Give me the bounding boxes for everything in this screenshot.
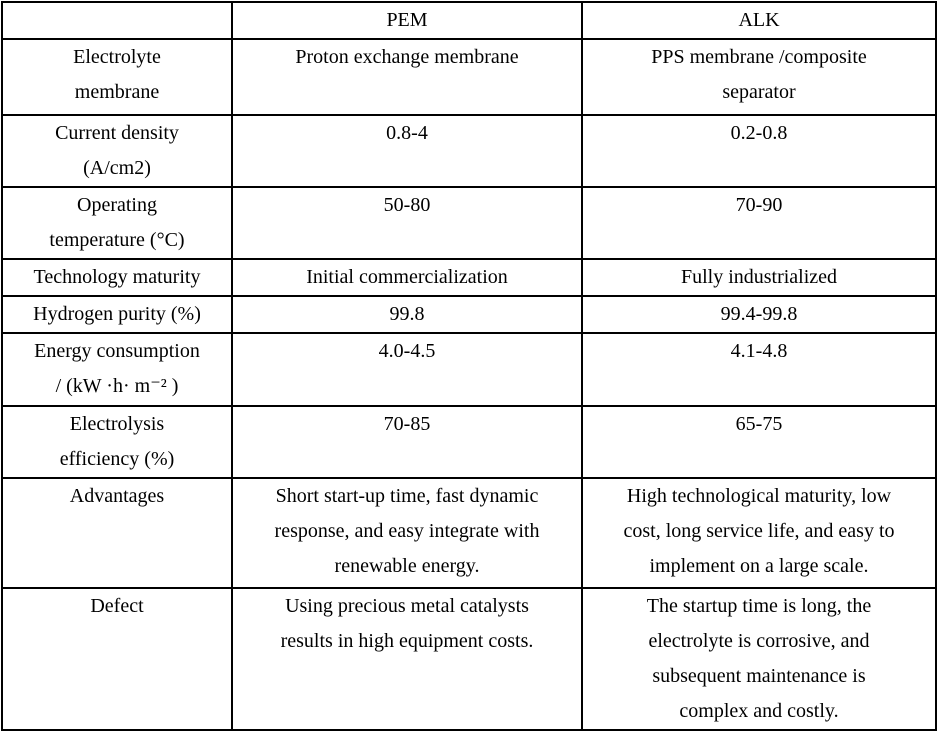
- cell-defect-alk: The startup time is long, the electrolyt…: [581, 587, 937, 731]
- row-label-electrolyte-membrane: Electrolyte membrane: [1, 38, 233, 116]
- column-header-alk: ALK: [581, 1, 937, 40]
- cell-maturity-pem: Initial commercialization: [231, 258, 583, 297]
- cell-purity-pem: 99.8: [231, 295, 583, 334]
- cell-defect-pem: Using precious metal catalysts results i…: [231, 587, 583, 731]
- corner-cell: [1, 1, 233, 40]
- table-row-advantages: Advantages Short start-up time, fast dyn…: [1, 477, 937, 589]
- cell-current-density-pem: 0.8-4: [231, 114, 583, 188]
- cell-efficiency-alk: 65-75: [581, 405, 937, 479]
- table-row-operating-temperature: Operating temperature (°C) 50-80 70-90: [1, 186, 937, 260]
- cell-purity-alk: 99.4-99.8: [581, 295, 937, 334]
- table-row-electrolyte-membrane: Electrolyte membrane Proton exchange mem…: [1, 38, 937, 116]
- column-header-pem: PEM: [231, 1, 583, 40]
- cell-energy-alk: 4.1-4.8: [581, 332, 937, 407]
- row-label-defect: Defect: [1, 587, 233, 731]
- cell-membrane-alk: PPS membrane /composite separator: [581, 38, 937, 116]
- table-row-current-density: Current density (A/cm2) 0.8-4 0.2-0.8: [1, 114, 937, 188]
- table-row-electrolysis-efficiency: Electrolysis efficiency (%) 70-85 65-75: [1, 405, 937, 479]
- table-row-defect: Defect Using precious metal catalysts re…: [1, 587, 937, 731]
- table-row-hydrogen-purity: Hydrogen purity (%) 99.8 99.4-99.8: [1, 295, 937, 334]
- cell-current-density-alk: 0.2-0.8: [581, 114, 937, 188]
- cell-advantages-alk: High technological maturity, low cost, l…: [581, 477, 937, 589]
- table-row-technology-maturity: Technology maturity Initial commercializ…: [1, 258, 937, 297]
- cell-advantages-pem: Short start-up time, fast dynamic respon…: [231, 477, 583, 589]
- cell-temperature-pem: 50-80: [231, 186, 583, 260]
- cell-energy-pem: 4.0-4.5: [231, 332, 583, 407]
- table-row-energy-consumption: Energy consumption / (kW ·h· m⁻² ) 4.0-4…: [1, 332, 937, 407]
- row-label-operating-temperature: Operating temperature (°C): [1, 186, 233, 260]
- row-label-technology-maturity: Technology maturity: [1, 258, 233, 297]
- row-label-electrolysis-efficiency: Electrolysis efficiency (%): [1, 405, 233, 479]
- cell-membrane-pem: Proton exchange membrane: [231, 38, 583, 116]
- header-row: PEM ALK: [1, 1, 937, 40]
- row-label-hydrogen-purity: Hydrogen purity (%): [1, 295, 233, 334]
- cell-efficiency-pem: 70-85: [231, 405, 583, 479]
- cell-temperature-alk: 70-90: [581, 186, 937, 260]
- row-label-advantages: Advantages: [1, 477, 233, 589]
- row-label-energy-consumption: Energy consumption / (kW ·h· m⁻² ): [1, 332, 233, 407]
- cell-maturity-alk: Fully industrialized: [581, 258, 937, 297]
- row-label-current-density: Current density (A/cm2): [1, 114, 233, 188]
